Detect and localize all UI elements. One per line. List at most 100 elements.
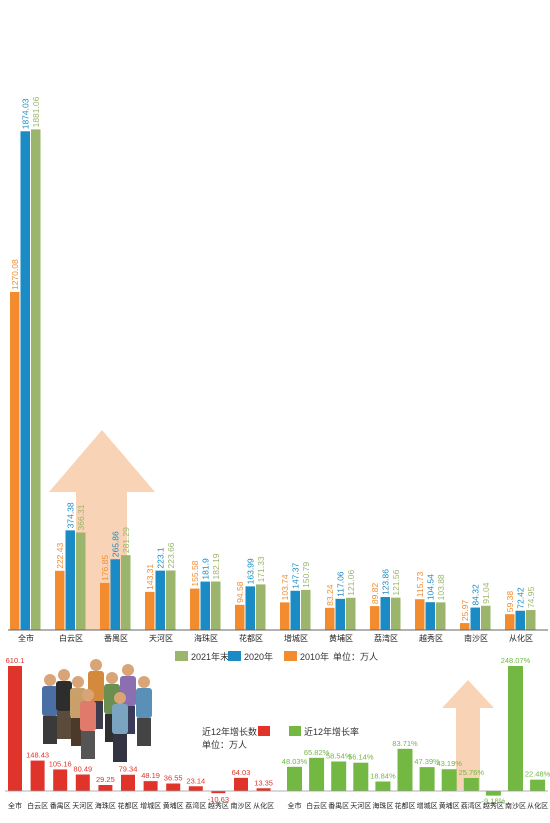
growth-value-label-海珠区: 29.25 xyxy=(96,775,115,784)
value-label-2021年末-南沙区: 91.04 xyxy=(481,582,491,604)
growth-value-label-天河区: 80.49 xyxy=(73,765,92,774)
growth-chart-category-labels: 全市 白云区 番禺区 天河区 海珠区 花都区 增城区 黄埔区 荔湾区 越秀区 南沙区 从化区 xyxy=(8,801,274,810)
bar-2010年-增城区 xyxy=(280,602,290,630)
value-label-2020年-全市: 1874.03 xyxy=(21,98,31,129)
person-body xyxy=(136,688,152,718)
growth-value-label-全市: 610.1 xyxy=(6,656,25,665)
category-label-黄埔区: 黄埔区 xyxy=(329,633,353,643)
person-head xyxy=(106,672,118,684)
bar-2010年-海珠区 xyxy=(190,588,200,630)
rate-value-label-从化区: 22.48% xyxy=(525,770,550,779)
person-legs xyxy=(81,731,95,759)
value-label-2020年-海珠区: 181.9 xyxy=(201,558,211,580)
value-label-2020年-越秀区: 104.54 xyxy=(426,574,436,600)
value-label-2010年-荔湾区: 89.82 xyxy=(370,583,380,605)
growth-legend: 近12年增长数 单位：万人 xyxy=(202,726,270,750)
value-label-2010年-越秀区: 115.73 xyxy=(415,572,425,598)
bar-2020年-海珠区 xyxy=(200,581,210,630)
bar-2021年末-增城区 xyxy=(301,589,311,630)
bar-2021年末-南沙区 xyxy=(481,605,491,630)
rate-bar-南沙区 xyxy=(508,666,523,791)
growth-value-label-白云区: 148.43 xyxy=(26,751,49,760)
rate-bar-番禺区 xyxy=(331,761,347,791)
category-label-花都区: 花都区 xyxy=(239,633,263,643)
value-label-2021年末-花都区: 171.33 xyxy=(256,556,266,582)
rate-bar-全市 xyxy=(287,766,302,791)
growth-legend-swatch xyxy=(258,726,270,736)
growth-bar-越秀区 xyxy=(211,791,226,794)
person-legs xyxy=(137,718,151,746)
bar-2020年-越秀区 xyxy=(425,602,435,630)
growth-category-label-增城区: 增城区 xyxy=(140,801,161,810)
rate-arrow-decoration xyxy=(442,680,494,790)
value-label-2010年-花都区: 94.58 xyxy=(235,581,245,603)
people-illustration xyxy=(42,659,152,762)
bar-2021年末-花都区 xyxy=(256,584,266,630)
rate-value-label-南沙区: 248.07% xyxy=(501,656,531,665)
bar-2010年-南沙区 xyxy=(460,623,470,630)
legend-label-2010: 2010年 xyxy=(300,651,329,662)
value-label-2021年末-天河区: 223.66 xyxy=(166,542,176,568)
person-body xyxy=(80,701,96,731)
rate-category-label-黄埔区: 黄埔区 xyxy=(439,801,460,810)
person-body xyxy=(42,686,58,716)
bar-2020年-从化区 xyxy=(515,610,525,630)
value-label-2020年-增城区: 147.37 xyxy=(291,563,301,589)
growth-category-label-荔湾区: 荔湾区 xyxy=(185,801,206,810)
legend-swatch-2020 xyxy=(228,651,241,661)
growth-value-label-越秀区: -10.63 xyxy=(208,795,229,804)
bar-2020年-天河区 xyxy=(155,570,165,630)
category-label-番禺区: 番禺区 xyxy=(104,633,128,643)
bar-2020年-花都区 xyxy=(245,586,255,630)
person-head xyxy=(114,692,126,704)
up-arrow-decoration xyxy=(49,430,155,630)
person-legs xyxy=(113,734,127,762)
growth-bar-黄埔区 xyxy=(166,783,181,791)
value-label-2021年末-全市: 1881.06 xyxy=(31,96,41,127)
value-label-2020年-从化区: 72.42 xyxy=(516,587,526,609)
bar-2010年-天河区 xyxy=(145,591,155,630)
growth-category-label-全市: 全市 xyxy=(8,801,22,810)
bar-2021年末-从化区 xyxy=(526,610,536,630)
value-label-2021年末-增城区: 150.79 xyxy=(301,562,311,588)
bar-2020年-荔湾区 xyxy=(380,597,390,630)
value-label-2021年末-黄埔区: 121.06 xyxy=(346,570,356,596)
person-head xyxy=(44,674,56,686)
rate-bar-黄埔区 xyxy=(441,769,457,791)
growth-bar-全市 xyxy=(8,666,22,791)
rate-value-label-黄埔区: 43.19% xyxy=(436,759,462,768)
value-label-2020年-花都区: 163.99 xyxy=(246,558,256,584)
value-label-2010年-南沙区: 25.97 xyxy=(460,600,470,622)
growth-value-label-荔湾区: 23.14 xyxy=(186,776,205,785)
growth-category-label-天河区: 天河区 xyxy=(72,802,93,810)
bar-2010年-全市 xyxy=(10,291,20,630)
bar-2020年-黄埔区 xyxy=(335,598,345,630)
bar-2021年末-天河区 xyxy=(166,570,176,630)
person-head xyxy=(138,676,150,688)
rate-category-label-南沙区: 南沙区 xyxy=(505,801,526,810)
rate-bar-白云区 xyxy=(309,757,325,791)
rate-category-label-荔湾区: 荔湾区 xyxy=(461,801,482,810)
top-chart-category-labels: 全市 白云区 番禺区 天河区 海珠区 花都区 增城区 黄埔区 荔湾区 越秀区 南沙区 从化区 xyxy=(18,633,533,643)
legend-label-2021: 2021年末 xyxy=(191,651,229,662)
value-label-2020年-番禺区: 265.86 xyxy=(111,531,121,557)
growth-value-label-花都区: 79.34 xyxy=(119,765,138,774)
growth-bar-白云区 xyxy=(30,760,45,791)
person-head xyxy=(72,676,84,688)
bar-2010年-从化区 xyxy=(505,614,515,630)
rate-value-label-天河区: 56.14% xyxy=(348,753,374,762)
rate-category-label-海珠区: 海珠区 xyxy=(372,801,393,810)
bar-2020年-全市 xyxy=(20,131,30,630)
top-chart-bars xyxy=(10,129,536,630)
value-label-2020年-天河区: 223.1 xyxy=(156,547,166,569)
rate-bar-越秀区 xyxy=(485,791,501,796)
value-label-2010年-海珠区: 155.58 xyxy=(190,560,200,586)
legend-swatch-2021 xyxy=(175,651,188,661)
rate-value-label-全市: 48.03% xyxy=(282,757,308,766)
value-label-2010年-番禺区: 176.85 xyxy=(100,555,110,581)
rate-bar-从化区 xyxy=(530,779,546,791)
value-label-2021年末-越秀区: 103.88 xyxy=(436,574,446,600)
growth-bar-南沙区 xyxy=(234,777,248,791)
top-legend: 2021年末 2020年 2010年 单位：万人 xyxy=(175,651,378,662)
